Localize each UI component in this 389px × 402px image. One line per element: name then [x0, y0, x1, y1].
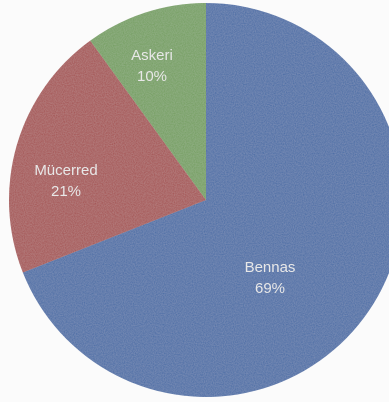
- pie-labels: Bennas 69% Mücerred 21% Askeri 10%: [34, 47, 295, 297]
- slice-label-percent: 21%: [51, 183, 81, 200]
- slice-label-percent: 69%: [255, 280, 285, 297]
- pie-slice-askeri: [90, 3, 206, 200]
- slice-label-name: Mücerred: [34, 162, 97, 179]
- slice-label-name: Askeri: [131, 47, 173, 64]
- pie-slice-bennas: [22, 3, 389, 397]
- slice-label-percent: 10%: [137, 68, 167, 85]
- pie-slices: [8, 3, 389, 397]
- slice-label-name: Bennas: [245, 259, 296, 276]
- pie-slice-m-cerred: [8, 40, 207, 273]
